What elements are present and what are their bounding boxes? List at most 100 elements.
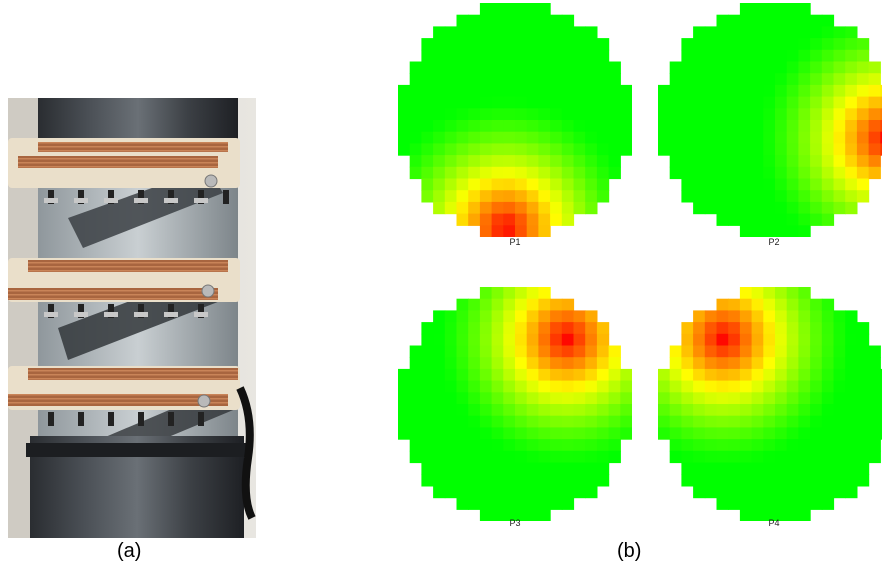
map-cell — [538, 166, 551, 180]
map-cell — [669, 166, 682, 180]
map-cell — [728, 213, 741, 226]
map-cell — [503, 26, 516, 39]
map-cell — [479, 322, 493, 335]
map-cell — [786, 439, 799, 452]
map-cell — [526, 450, 539, 464]
map-cell — [538, 225, 551, 237]
map-cell — [596, 392, 610, 405]
map-cell — [704, 120, 718, 133]
map-cell — [751, 392, 764, 405]
map-cell — [728, 120, 741, 133]
map-cell — [763, 497, 776, 510]
map-cell — [538, 120, 551, 133]
map-cell — [739, 131, 753, 144]
map-cell — [479, 404, 493, 417]
map-cell — [751, 462, 764, 475]
map-cell — [573, 131, 586, 144]
map-cell — [585, 368, 598, 382]
map-cell — [468, 26, 481, 39]
map-cell — [798, 439, 811, 452]
map-cell — [821, 485, 835, 499]
map-cell — [538, 38, 551, 51]
map-cell — [538, 345, 551, 358]
map-cell — [585, 131, 598, 144]
map-cell — [739, 49, 753, 63]
map-cell — [479, 61, 493, 74]
map-cell — [444, 392, 458, 405]
map-cell — [681, 427, 694, 440]
map-cell — [775, 450, 788, 464]
map-cell — [538, 310, 551, 323]
map-cell — [868, 380, 881, 393]
map-cell — [681, 49, 694, 63]
map-cell — [479, 462, 493, 475]
map-cell — [421, 38, 434, 51]
map-cell — [775, 485, 788, 499]
map-cell — [456, 392, 469, 405]
map-cell — [868, 345, 881, 358]
map-cell — [479, 287, 493, 300]
map-cell — [845, 380, 858, 393]
map-cell — [585, 201, 598, 215]
map-cell — [763, 287, 776, 300]
map-cell — [775, 392, 788, 405]
map-cell — [526, 26, 539, 39]
map-cell — [491, 333, 504, 347]
map-cell — [833, 178, 846, 191]
map-cell — [596, 439, 610, 452]
map-cell — [786, 3, 799, 16]
map-cell — [856, 392, 870, 405]
map-cell — [456, 485, 469, 499]
map-cell — [798, 201, 811, 215]
map-cell — [561, 38, 575, 51]
map-cell — [833, 357, 846, 370]
map-cell — [810, 166, 823, 180]
map-cell — [585, 96, 598, 109]
map-cell — [515, 108, 528, 121]
map-cell — [716, 427, 729, 440]
map-cell — [856, 357, 870, 370]
map-cell — [880, 131, 882, 144]
map-cell — [669, 368, 682, 382]
map-cell — [798, 26, 811, 39]
map-cell — [468, 131, 481, 144]
map-cell — [798, 380, 811, 393]
map-cell — [728, 497, 741, 510]
map-cell — [550, 380, 563, 393]
map-cell — [669, 84, 682, 98]
map-cell — [880, 84, 882, 98]
map-cell — [538, 450, 551, 464]
map-cell — [786, 155, 799, 168]
map-cell — [596, 96, 610, 109]
map-cell — [608, 380, 621, 393]
map-cell — [798, 509, 811, 521]
map-cell — [398, 120, 411, 133]
map-cell — [444, 190, 458, 203]
map-cell — [608, 392, 621, 405]
map-cell — [515, 415, 528, 428]
map-cell — [775, 509, 788, 521]
map-cell — [786, 178, 799, 191]
map-cell — [503, 155, 516, 168]
map-cell — [775, 108, 788, 121]
map-cell — [456, 190, 469, 203]
map-cell — [561, 166, 575, 180]
map-cell — [538, 190, 551, 203]
map-cell — [716, 190, 729, 203]
map-cell — [526, 485, 539, 499]
map-cell — [468, 61, 481, 74]
map-cell — [810, 427, 823, 440]
map-cell — [468, 368, 481, 382]
map-cell — [596, 380, 610, 393]
map-cell — [716, 345, 729, 358]
map-cell — [798, 392, 811, 405]
map-cell — [728, 49, 741, 63]
map-cell — [693, 333, 706, 347]
map-cell — [856, 108, 870, 121]
map-cell — [444, 155, 458, 168]
map-cell — [728, 84, 741, 98]
map-cell — [468, 49, 481, 63]
map-cell — [693, 190, 706, 203]
map-cell — [503, 392, 516, 405]
map-cell — [596, 143, 610, 156]
